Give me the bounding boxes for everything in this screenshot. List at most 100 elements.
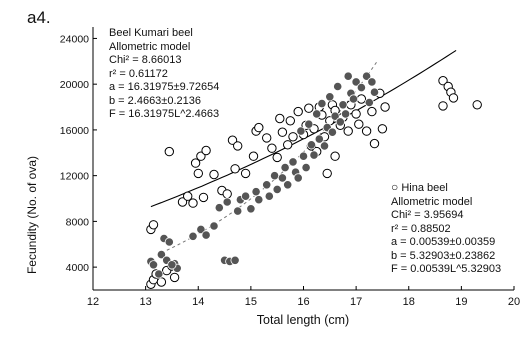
data-point-hina <box>364 97 374 108</box>
data-point-hina <box>251 187 261 197</box>
data-point-hina <box>327 127 337 137</box>
data-point-kumari <box>188 198 198 208</box>
annotation-right-line: r² = 0.88502 <box>391 222 451 235</box>
y-tick-label: 4000 <box>66 262 90 274</box>
data-point-kumari <box>356 94 367 104</box>
annotation-left-line: F = 16.31975L^2.4663 <box>109 108 220 120</box>
data-point-kumari <box>377 124 388 134</box>
data-point-hina <box>269 171 280 181</box>
y-axis-label: Fecundity (No. of ova) <box>25 155 39 275</box>
data-point-kumari <box>367 106 377 117</box>
x-tick-label: 20 <box>508 296 520 308</box>
data-point-hina <box>361 71 372 81</box>
data-point-kumari <box>193 168 204 179</box>
panel-label: a4. <box>27 8 51 27</box>
data-point-hina <box>230 255 240 265</box>
x-tick-label: 13 <box>140 296 152 308</box>
data-point-kumari <box>227 135 238 145</box>
data-point-hina <box>262 180 272 190</box>
data-point-hina <box>293 173 303 183</box>
x-tick-label: 16 <box>297 296 309 308</box>
data-point-hina <box>348 94 359 104</box>
data-point-hina <box>214 203 224 213</box>
y-tick-label: 8000 <box>66 216 90 228</box>
x-tick-label: 15 <box>245 296 257 308</box>
data-point-kumari <box>198 192 209 203</box>
annotation-right-line: F = 0.00539L^5.32903 <box>391 263 502 275</box>
data-point-hina <box>367 77 377 87</box>
data-point-hina <box>333 81 343 92</box>
data-point-kumari <box>183 191 193 201</box>
data-point-hina <box>338 100 348 110</box>
data-point-kumari <box>209 169 219 180</box>
data-point-kumari <box>272 152 282 163</box>
data-point-kumari <box>361 126 372 136</box>
data-point-hina <box>283 180 293 190</box>
data-point-hina <box>288 157 298 167</box>
x-tick-label: 14 <box>192 296 204 308</box>
annotation-left-line: Allometric model <box>109 40 191 53</box>
data-point-kumari <box>354 119 364 129</box>
data-point-hina <box>164 237 174 247</box>
data-point-hina <box>296 126 306 136</box>
data-point-kumari <box>169 272 180 283</box>
x-axis-label: Total length (cm) <box>256 313 350 327</box>
x-tick-label: 12 <box>87 296 99 308</box>
data-point-kumari <box>304 103 314 113</box>
annotation-left-line: a = 16.31975±9.72654 <box>109 81 220 93</box>
x-tick-label: 19 <box>455 296 467 308</box>
data-point-hina <box>196 224 206 234</box>
data-point-hina <box>330 111 340 121</box>
data-point-hina <box>156 250 166 260</box>
annotation-right-line: Chi² = 3.95694 <box>391 209 464 221</box>
data-point-kumari <box>438 101 448 111</box>
data-point-kumari <box>369 138 380 149</box>
data-point-hina <box>154 269 164 279</box>
data-point-kumari <box>330 151 340 161</box>
annotation-right-line: ○ Hina beel <box>391 180 448 194</box>
data-point-hina <box>298 151 309 161</box>
annotation-right-line: a = 0.00539±0.00359 <box>391 236 496 248</box>
data-point-hina <box>309 150 319 160</box>
data-point-kumari <box>288 132 298 142</box>
data-point-hina <box>343 71 353 81</box>
data-point-kumari <box>190 158 201 168</box>
data-point-kumari <box>351 109 361 119</box>
data-point-kumari <box>343 126 353 136</box>
data-point-hina <box>306 140 316 150</box>
data-points <box>146 71 482 289</box>
data-point-hina <box>304 119 314 129</box>
data-point-kumari <box>438 76 448 86</box>
data-point-hina <box>314 134 324 144</box>
data-point-hina <box>351 77 361 87</box>
data-point-kumari <box>164 146 175 157</box>
data-point-kumari <box>196 151 206 161</box>
data-point-hina <box>277 173 287 183</box>
chart-axes: 12 13 14 15 16 17 18 19 20 4000 8000 12000 16000 2000… <box>60 27 520 308</box>
y-tick-label: 20000 <box>60 79 89 91</box>
data-point-kumari <box>240 168 251 179</box>
data-point-kumari <box>285 116 295 126</box>
y-tick-label: 12000 <box>60 171 89 183</box>
data-point-kumari <box>254 122 264 133</box>
data-point-kumari <box>248 151 259 161</box>
x-tick-label: 17 <box>350 296 362 308</box>
data-point-hina <box>340 109 351 119</box>
data-point-kumari <box>472 100 482 110</box>
data-point-hina <box>369 87 380 97</box>
annotation-left-line: r² = 0.61172 <box>109 67 168 80</box>
data-point-kumari <box>322 168 332 179</box>
annotation-right: ○ Hina beel Allometric model Chi² = 3.95… <box>391 180 502 277</box>
annotation-right-line: Allometric model <box>391 195 473 208</box>
data-point-hina <box>254 195 264 205</box>
data-point-hina <box>148 260 159 270</box>
data-point-kumari <box>262 133 272 143</box>
data-point-hina <box>209 221 219 231</box>
data-point-hina <box>272 184 282 194</box>
data-point-kumari <box>267 143 277 153</box>
annotation-right-line: b = 5.32903±0.23862 <box>391 249 496 262</box>
data-point-kumari <box>448 93 459 103</box>
data-point-kumari <box>380 102 390 112</box>
data-point-hina <box>356 83 366 93</box>
